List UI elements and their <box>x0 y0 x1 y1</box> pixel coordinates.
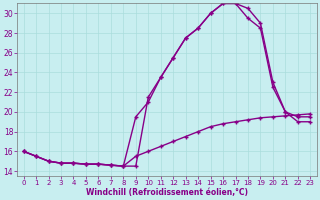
X-axis label: Windchill (Refroidissement éolien,°C): Windchill (Refroidissement éolien,°C) <box>86 188 248 197</box>
